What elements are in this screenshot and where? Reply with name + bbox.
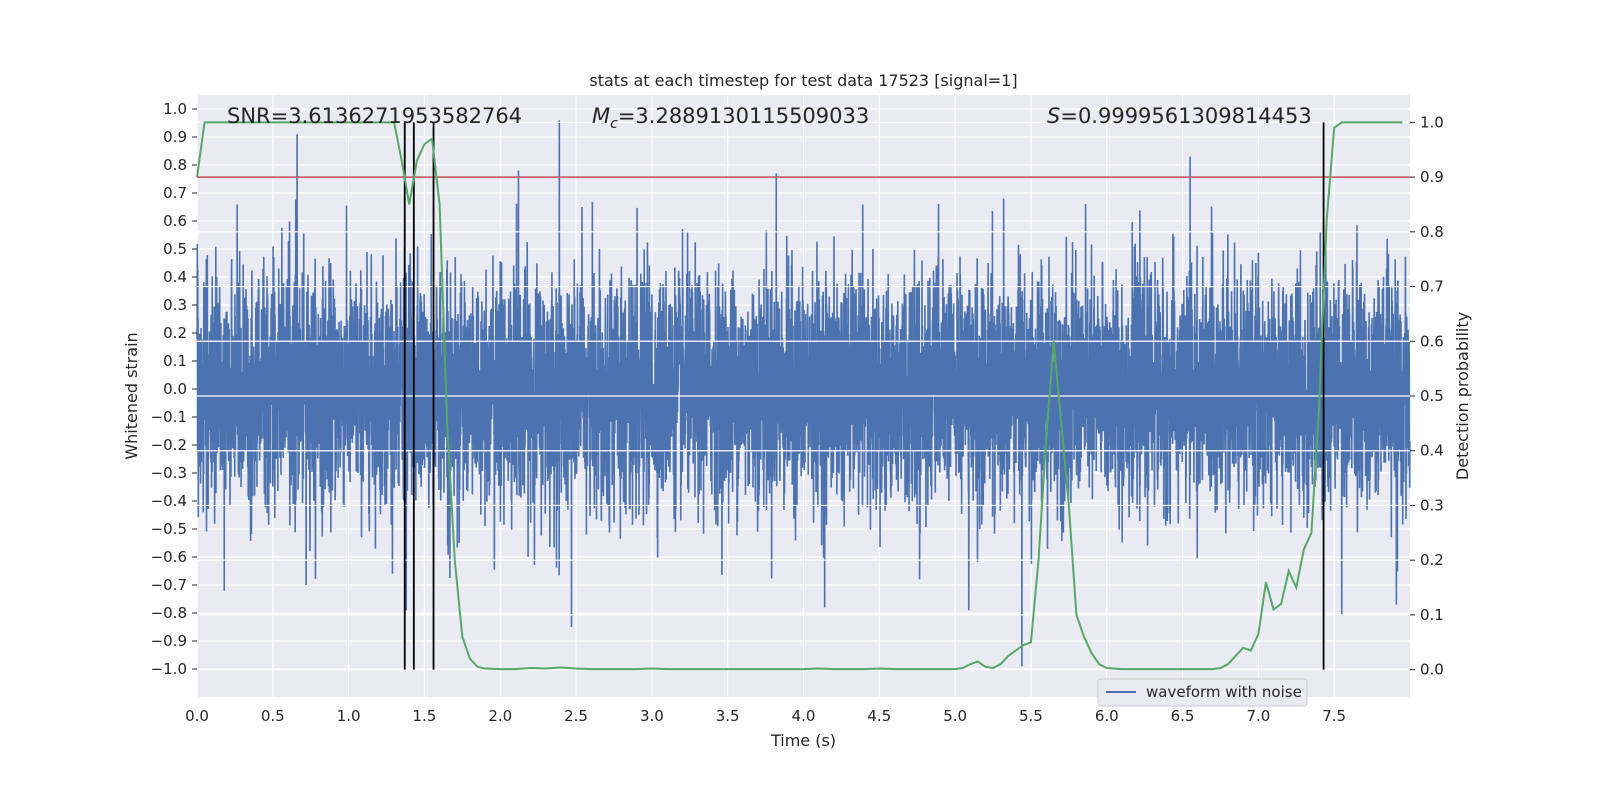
- s-symbol: S: [1047, 104, 1060, 128]
- x-tick-label: 0.0: [185, 707, 209, 725]
- y-right-tick-label: 0.6: [1420, 332, 1444, 350]
- s-value: =0.9999561309814453: [1060, 104, 1311, 128]
- y-right-tick-label: 0.5: [1420, 387, 1444, 405]
- y-left-tick-label: −0.8: [151, 604, 187, 622]
- x-tick-label: 5.5: [1019, 707, 1043, 725]
- y-left-tick-label: −0.1: [151, 408, 187, 426]
- y-right-tick-label: 0.4: [1420, 442, 1444, 460]
- x-tick-label: 5.0: [943, 707, 967, 725]
- y-left-tick-label: 0.6: [163, 212, 187, 230]
- score-annotation: S=0.9999561309814453: [1047, 104, 1312, 128]
- y-left-tick-label: 0.4: [163, 268, 187, 286]
- y-left-tick-label: −1.0: [151, 660, 187, 678]
- chirp-mass-annotation: Mc=3.2889130115509033: [592, 104, 869, 132]
- x-tick-label: 6.5: [1171, 707, 1195, 725]
- y-right-tick-label: 0.8: [1420, 223, 1444, 241]
- y-right-tick-label: 1.0: [1420, 113, 1444, 131]
- x-tick-label: 1.0: [337, 707, 361, 725]
- y-right-tick-label: 0.7: [1420, 278, 1444, 296]
- y-left-tick-label: −0.5: [151, 520, 187, 538]
- y-left-tick-label: −0.4: [151, 492, 187, 510]
- chart-title: stats at each timestep for test data 175…: [589, 71, 1017, 90]
- y-left-tick-label: 0.2: [163, 324, 187, 342]
- mc-subscript: c: [610, 116, 618, 132]
- x-tick-label: 1.5: [413, 707, 437, 725]
- y-right-tick-label: 0.9: [1420, 168, 1444, 186]
- threshold-layer: [197, 121, 1410, 671]
- y-left-tick-label: 0.5: [163, 240, 187, 258]
- x-axis-label: Time (s): [770, 731, 836, 750]
- detection-probability-series: [196, 121, 1403, 671]
- y-left-tick-label: 0.9: [163, 128, 187, 146]
- x-tick-label: 3.5: [716, 707, 740, 725]
- y-axis-label-left: Whitened strain: [122, 332, 141, 459]
- x-tick-label: 6.0: [1095, 707, 1119, 725]
- y-left-tick-label: −0.6: [151, 548, 187, 566]
- y-right-tick-label: 0.2: [1420, 551, 1444, 569]
- snr-annotation: SNR=3.6136271953582764: [227, 104, 522, 128]
- y-left-tick-label: 0.7: [163, 184, 187, 202]
- vertical-markers: [403, 122, 1325, 670]
- y-right-tick-label: 0.3: [1420, 496, 1444, 514]
- x-tick-label: 7.5: [1322, 707, 1346, 725]
- x-tick-label: 0.5: [261, 707, 285, 725]
- x-tick-label: 3.0: [640, 707, 664, 725]
- y-left-tick-label: 0.8: [163, 156, 187, 174]
- y-left-tick-label: 0.0: [163, 380, 187, 398]
- mc-symbol: M: [592, 104, 610, 128]
- legend: waveform with noise: [1097, 678, 1308, 707]
- ticks: 0.0 0.5 1.0 1.5 2.0 2.5 3.0 3.5 4.0 4.5 5.0 5.5 6.0 6…: [151, 100, 1444, 725]
- x-tick-label: 4.5: [867, 707, 891, 725]
- legend-label: waveform with noise: [1146, 683, 1302, 701]
- mc-value: =3.2889130115509033: [618, 104, 869, 128]
- y-left-tick-label: −0.9: [151, 632, 187, 650]
- x-tick-label: 2.0: [488, 707, 512, 725]
- y-right-tick-label: 0.1: [1420, 606, 1444, 624]
- y-axis-label-right: Detection probability: [1453, 312, 1472, 480]
- x-tick-label: 2.5: [564, 707, 588, 725]
- x-tick-label: 7.0: [1246, 707, 1270, 725]
- x-tick-label: 4.0: [792, 707, 816, 725]
- y-left-tick-label: −0.7: [151, 576, 187, 594]
- legend-box: [1097, 678, 1308, 707]
- y-left-tick-label: −0.2: [151, 436, 187, 454]
- y-left-tick-label: 0.1: [163, 352, 187, 370]
- y-right-tick-label: 0.0: [1420, 661, 1444, 679]
- detection-probability-line: [196, 121, 1403, 671]
- y-left-tick-label: −0.3: [151, 464, 187, 482]
- y-left-tick-label: 1.0: [163, 100, 187, 118]
- y-left-tick-label: 0.3: [163, 296, 187, 314]
